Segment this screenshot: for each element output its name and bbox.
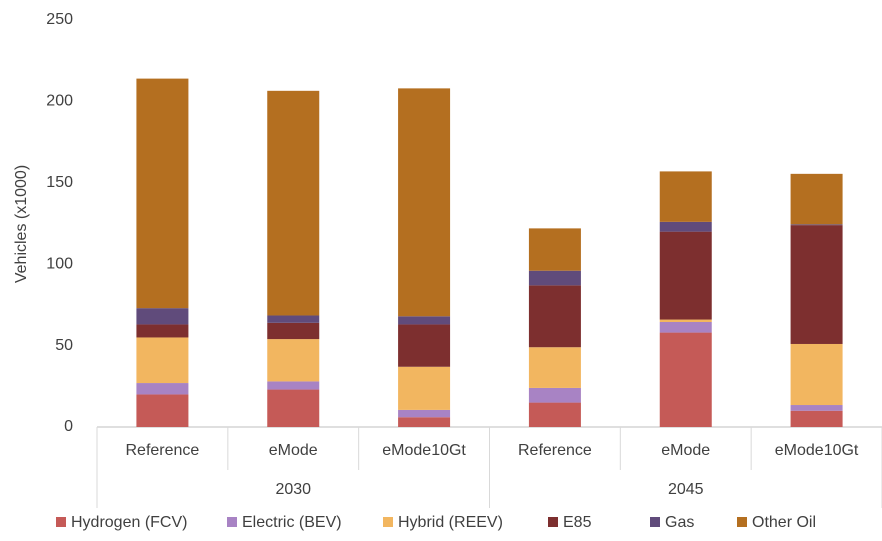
bar-segment bbox=[528, 387, 581, 403]
bar-segment bbox=[790, 405, 843, 411]
bar-segment bbox=[528, 402, 581, 427]
legend-swatch bbox=[56, 517, 66, 527]
legend-swatch bbox=[548, 517, 558, 527]
bar-segment bbox=[790, 173, 843, 225]
bar-segment bbox=[267, 315, 320, 323]
bar-segment bbox=[136, 337, 189, 384]
bar-segment bbox=[136, 78, 189, 309]
bar-segment bbox=[790, 224, 843, 226]
y-tick-label: 200 bbox=[46, 93, 73, 110]
y-tick-label: 0 bbox=[64, 418, 73, 435]
bar-segment bbox=[659, 321, 712, 333]
legend-swatch bbox=[227, 517, 237, 527]
legend-swatch bbox=[383, 517, 393, 527]
y-tick-label: 50 bbox=[55, 337, 73, 354]
legend-swatch bbox=[650, 517, 660, 527]
y-tick-label: 100 bbox=[46, 255, 73, 272]
bar-segment bbox=[398, 409, 451, 418]
bar-segment bbox=[790, 410, 843, 427]
legend-label: Gas bbox=[665, 514, 694, 531]
y-axis-label: Vehicles (x1000) bbox=[13, 165, 30, 283]
legend-label: Hydrogen (FCV) bbox=[71, 514, 187, 531]
x-tick-label: eMode10Gt bbox=[382, 442, 466, 459]
bar-segment bbox=[528, 285, 581, 348]
bar-segment bbox=[398, 417, 451, 427]
legend-label: Electric (BEV) bbox=[242, 514, 342, 531]
bar-segment bbox=[659, 332, 712, 427]
bar-segment bbox=[398, 324, 451, 367]
bar-segment bbox=[267, 389, 320, 427]
y-tick-label: 250 bbox=[46, 11, 73, 28]
legend-swatch bbox=[737, 517, 747, 527]
bar-segment bbox=[267, 90, 320, 316]
bar-segment bbox=[528, 270, 581, 286]
bar-segment bbox=[528, 347, 581, 388]
bar-segment bbox=[790, 343, 843, 406]
bar-segment bbox=[659, 319, 712, 322]
bar-segment bbox=[659, 221, 712, 232]
x-tick-label: Reference bbox=[126, 442, 200, 459]
legend-label: E85 bbox=[563, 514, 592, 531]
x-tick-label: eMode10Gt bbox=[775, 442, 859, 459]
bar-segment bbox=[136, 383, 189, 395]
bar-segment bbox=[398, 366, 451, 410]
legend-label: Hybrid (REEV) bbox=[398, 514, 503, 531]
bar-segment bbox=[398, 88, 451, 317]
legend-label: Other Oil bbox=[752, 514, 816, 531]
bar-segment bbox=[790, 225, 843, 344]
bar-segment bbox=[267, 339, 320, 382]
bar-segment bbox=[136, 308, 189, 325]
bar-segment bbox=[267, 381, 320, 390]
group-label: 2045 bbox=[668, 481, 704, 498]
x-tick-label: eMode bbox=[661, 442, 710, 459]
bar-segment bbox=[659, 171, 712, 222]
bar-segment bbox=[136, 324, 189, 338]
bar-segment bbox=[398, 316, 451, 325]
x-tick-label: eMode bbox=[269, 442, 318, 459]
group-label: 2030 bbox=[275, 481, 311, 498]
bar-segment bbox=[267, 322, 320, 340]
y-tick-label: 150 bbox=[46, 174, 73, 191]
bar-segment bbox=[659, 231, 712, 320]
bar-segment bbox=[136, 394, 189, 427]
x-tick-label: Reference bbox=[518, 442, 592, 459]
bar-segment bbox=[528, 228, 581, 271]
